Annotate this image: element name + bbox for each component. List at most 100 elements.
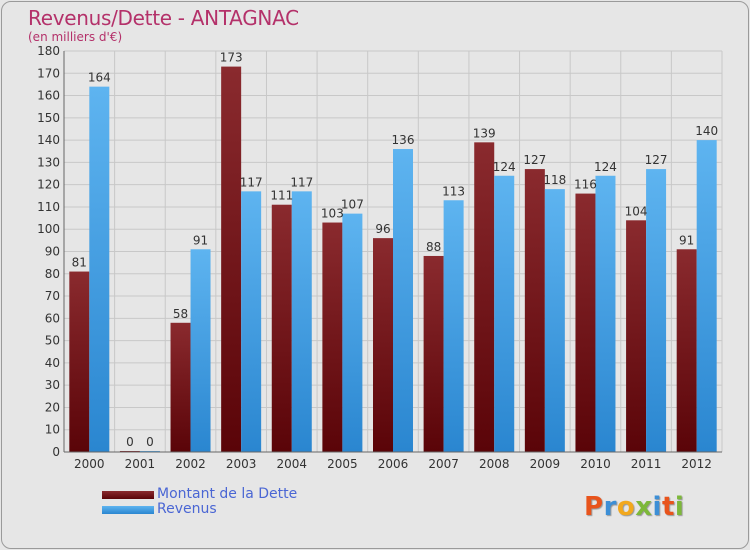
data-label: 127 <box>523 153 546 167</box>
y-tick-label: 150 <box>37 111 60 125</box>
y-tick-label: 0 <box>52 445 60 459</box>
logo-letter: i <box>652 492 662 522</box>
x-tick-label: 2004 <box>276 457 307 471</box>
bar-debt <box>676 249 697 452</box>
chart-title: Revenus/Dette - ANTAGNAC <box>28 6 299 30</box>
data-label: 91 <box>679 233 694 247</box>
bar-debt <box>373 238 393 452</box>
x-tick-label: 2009 <box>530 457 561 471</box>
bar-debt <box>69 271 90 452</box>
legend-swatch-debt <box>102 491 154 499</box>
bar-debt <box>170 322 191 452</box>
y-tick-label: 160 <box>37 89 60 103</box>
data-label: 164 <box>88 71 111 85</box>
proxiti-logo: Proxiti <box>584 492 684 522</box>
y-tick-label: 100 <box>37 222 60 236</box>
logo-letter: P <box>584 492 604 522</box>
bar-revenus <box>494 175 515 452</box>
bar-debt <box>271 204 292 452</box>
data-label: 104 <box>625 204 648 218</box>
data-label: 0 <box>126 435 134 449</box>
bar-revenus <box>696 140 717 452</box>
bar-revenus <box>443 200 464 452</box>
data-label: 116 <box>574 178 597 192</box>
x-tick-label: 2002 <box>175 457 206 471</box>
y-tick-label: 90 <box>45 245 60 259</box>
x-tick-label: 2008 <box>479 457 510 471</box>
axes: 0 10 20 30 40 50 60 70 80 90 100 110 120 130 140 150 160… <box>37 44 722 471</box>
data-label: 96 <box>375 222 390 236</box>
x-tick-label: 2001 <box>125 457 156 471</box>
data-label: 103 <box>321 207 344 221</box>
bar-revenus <box>342 213 363 452</box>
logo-letter: t <box>661 492 675 522</box>
chart-subtitle: (en milliers d'€) <box>28 30 123 44</box>
data-label: 107 <box>341 198 364 212</box>
bar-debt <box>322 222 343 452</box>
y-tick-label: 60 <box>45 311 60 325</box>
y-tick-label: 70 <box>45 289 60 303</box>
x-tick-label: 2000 <box>74 457 105 471</box>
data-label: 88 <box>426 240 441 254</box>
legend-swatch-revenus <box>102 506 154 514</box>
y-tick-label: 30 <box>45 378 60 392</box>
data-label: 0 <box>146 435 154 449</box>
x-tick-label: 2003 <box>226 457 257 471</box>
y-tick-label: 170 <box>37 66 60 80</box>
bar-debt <box>626 220 647 452</box>
y-tick-label: 20 <box>45 400 60 414</box>
bar-debt <box>524 169 545 453</box>
logo-letter: r <box>603 492 617 522</box>
bars <box>69 66 717 453</box>
logo-letter: i <box>674 492 685 522</box>
bar-revenus <box>595 175 616 452</box>
legend-label-revenus: Revenus <box>157 501 217 517</box>
data-label: 140 <box>695 124 718 138</box>
bar-revenus <box>646 169 667 453</box>
x-tick-label: 2012 <box>681 457 712 471</box>
y-tick-label: 80 <box>45 267 60 281</box>
data-label: 58 <box>173 307 188 321</box>
x-tick-label: 2005 <box>327 457 358 471</box>
bar-revenus <box>291 191 312 452</box>
bar-debt <box>221 66 242 452</box>
legend-label-debt: Montant de la Dette <box>157 486 298 502</box>
bar-revenus <box>89 86 110 453</box>
data-label: 136 <box>392 133 415 147</box>
x-tick-label: 2010 <box>580 457 611 471</box>
y-tick-label: 50 <box>45 334 60 348</box>
y-tick-label: 180 <box>37 44 60 58</box>
bar-revenus <box>241 191 262 452</box>
bar-revenus <box>544 189 565 452</box>
data-label: 111 <box>270 189 293 203</box>
y-tick-label: 10 <box>45 423 60 437</box>
y-tick-label: 140 <box>37 133 60 147</box>
x-tick-label: 2006 <box>378 457 409 471</box>
bar-debt <box>474 142 495 453</box>
data-label: 173 <box>220 51 243 65</box>
data-label: 139 <box>473 126 496 140</box>
bar-revenus <box>190 249 211 452</box>
data-label: 118 <box>543 173 566 187</box>
data-label: 113 <box>442 184 465 198</box>
bar-debt <box>575 193 596 453</box>
data-label: 117 <box>290 175 313 189</box>
logo-letter: x <box>635 492 653 522</box>
data-label: 117 <box>240 175 263 189</box>
bar-debt <box>423 255 444 452</box>
data-label: 124 <box>493 160 516 174</box>
x-tick-label: 2007 <box>428 457 459 471</box>
y-tick-label: 120 <box>37 178 60 192</box>
data-label: 81 <box>72 256 87 270</box>
logo-letter: o <box>616 492 636 522</box>
y-tick-label: 130 <box>37 155 60 169</box>
x-tick-label: 2011 <box>631 457 662 471</box>
data-label: 91 <box>193 233 208 247</box>
data-label: 124 <box>594 160 617 174</box>
data-label: 127 <box>645 153 668 167</box>
y-tick-label: 40 <box>45 356 60 370</box>
bar-revenus <box>393 149 413 452</box>
